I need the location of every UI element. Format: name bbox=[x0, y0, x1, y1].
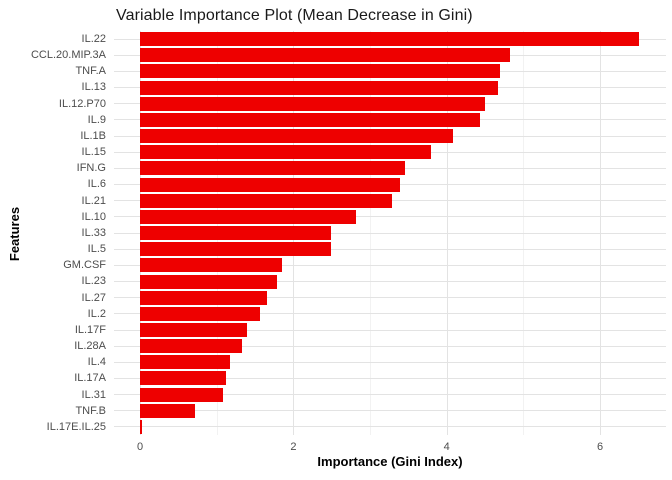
bar-IL.5 bbox=[140, 242, 331, 257]
gridline-row bbox=[114, 313, 666, 315]
y-tick-label-IL.21: IL.21 bbox=[81, 194, 106, 207]
y-tick-label-IL.2: IL.2 bbox=[87, 307, 106, 320]
y-tick-label-TNF.B: TNF.B bbox=[75, 404, 106, 417]
y-tick-label-IL.22: IL.22 bbox=[81, 33, 106, 45]
gridline-row bbox=[114, 410, 666, 412]
chart-title: Variable Importance Plot (Mean Decrease … bbox=[116, 7, 473, 24]
bar-CCL.20.MIP.3A bbox=[140, 48, 511, 63]
y-tick-label-CCL.20.MIP.3A: CCL.20.MIP.3A bbox=[30, 49, 106, 62]
x-axis-tick-labels: 0 2 4 6 bbox=[114, 441, 666, 455]
y-tick-label-IL.15: IL.15 bbox=[81, 146, 106, 159]
bar-IL.4 bbox=[140, 355, 230, 370]
bar-IL.1B bbox=[140, 129, 453, 143]
y-tick-label-GM.CSF: GM.CSF bbox=[63, 259, 106, 272]
y-tick-label-IL.9: IL.9 bbox=[87, 113, 106, 126]
bar-IL.2 bbox=[140, 306, 260, 321]
y-tick-label-IL.27: IL.27 bbox=[81, 291, 106, 304]
x-tick-label-2: 2 bbox=[290, 441, 297, 453]
gridline-row bbox=[114, 329, 666, 331]
gridline-row bbox=[114, 281, 666, 282]
y-tick-label-IL.5: IL.5 bbox=[87, 243, 106, 256]
bar-IL.17E.IL.25 bbox=[140, 419, 142, 434]
plot-panel bbox=[114, 31, 666, 435]
y-tick-label-TNF.A: TNF.A bbox=[75, 65, 106, 78]
bar-IL.31 bbox=[140, 387, 223, 402]
x-tick-label-6: 6 bbox=[597, 441, 604, 453]
y-tick-label-IL.10: IL.10 bbox=[81, 210, 106, 223]
y-tick-label-IFN.G: IFN.G bbox=[76, 162, 106, 175]
x-axis-title: Importance (Gini Index) bbox=[317, 454, 463, 469]
bar-IL.6 bbox=[140, 177, 400, 192]
bar-GM.CSF bbox=[140, 258, 282, 273]
y-tick-label-IL.17E.IL.25: IL.17E.IL.25 bbox=[46, 420, 106, 433]
gridline-row bbox=[114, 264, 666, 266]
bar-IL.22 bbox=[140, 32, 640, 47]
y-tick-label-IL.4: IL.4 bbox=[87, 356, 106, 369]
bar-IL.28A bbox=[140, 339, 243, 354]
y-tick-label-IL.31: IL.31 bbox=[81, 388, 106, 401]
gridline-row bbox=[114, 232, 666, 234]
gridline-row bbox=[114, 426, 666, 428]
bar-IL.13 bbox=[140, 80, 499, 95]
bar-IL.33 bbox=[140, 226, 331, 240]
x-tick-label-0: 0 bbox=[137, 441, 144, 453]
gridline-row bbox=[114, 361, 666, 363]
bar-IL.17F bbox=[140, 323, 248, 337]
bar-IL.9 bbox=[140, 112, 480, 127]
gridline-row bbox=[114, 248, 666, 250]
bar-IL.17A bbox=[140, 371, 226, 386]
y-tick-label-IL.1B: IL.1B bbox=[80, 129, 106, 142]
y-tick-label-IL.28A: IL.28A bbox=[74, 340, 106, 353]
y-tick-label-IL.17A: IL.17A bbox=[74, 372, 106, 385]
gridline-row bbox=[114, 216, 666, 218]
gridline-row bbox=[114, 394, 666, 396]
gridline-row bbox=[114, 297, 666, 299]
bar-IL.12.P70 bbox=[140, 96, 486, 111]
y-tick-label-IL.13: IL.13 bbox=[81, 81, 106, 94]
y-axis-tick-labels: IL.22 CCL.20.MIP.3A TNF.A IL.13 IL.12.P70 IL.… bbox=[0, 31, 106, 435]
y-tick-label-IL.6: IL.6 bbox=[87, 178, 106, 191]
bar-IL.10 bbox=[140, 209, 357, 224]
y-tick-label-IL.17F: IL.17F bbox=[74, 323, 106, 336]
bar-IL.23 bbox=[140, 274, 277, 289]
gridline-row bbox=[114, 345, 666, 347]
bar-IL.27 bbox=[140, 290, 268, 305]
bar-IL.21 bbox=[140, 193, 393, 208]
y-tick-label-IL.33: IL.33 bbox=[81, 226, 106, 239]
bar-TNF.A bbox=[140, 64, 500, 79]
y-tick-label-IL.12.P70: IL.12.P70 bbox=[58, 97, 106, 110]
bar-IFN.G bbox=[140, 161, 406, 176]
gridline-row bbox=[114, 377, 666, 379]
bar-TNF.B bbox=[140, 403, 196, 418]
y-tick-label-IL.23: IL.23 bbox=[81, 275, 106, 288]
bar-IL.15 bbox=[140, 145, 431, 160]
x-tick-label-4: 4 bbox=[443, 441, 450, 453]
